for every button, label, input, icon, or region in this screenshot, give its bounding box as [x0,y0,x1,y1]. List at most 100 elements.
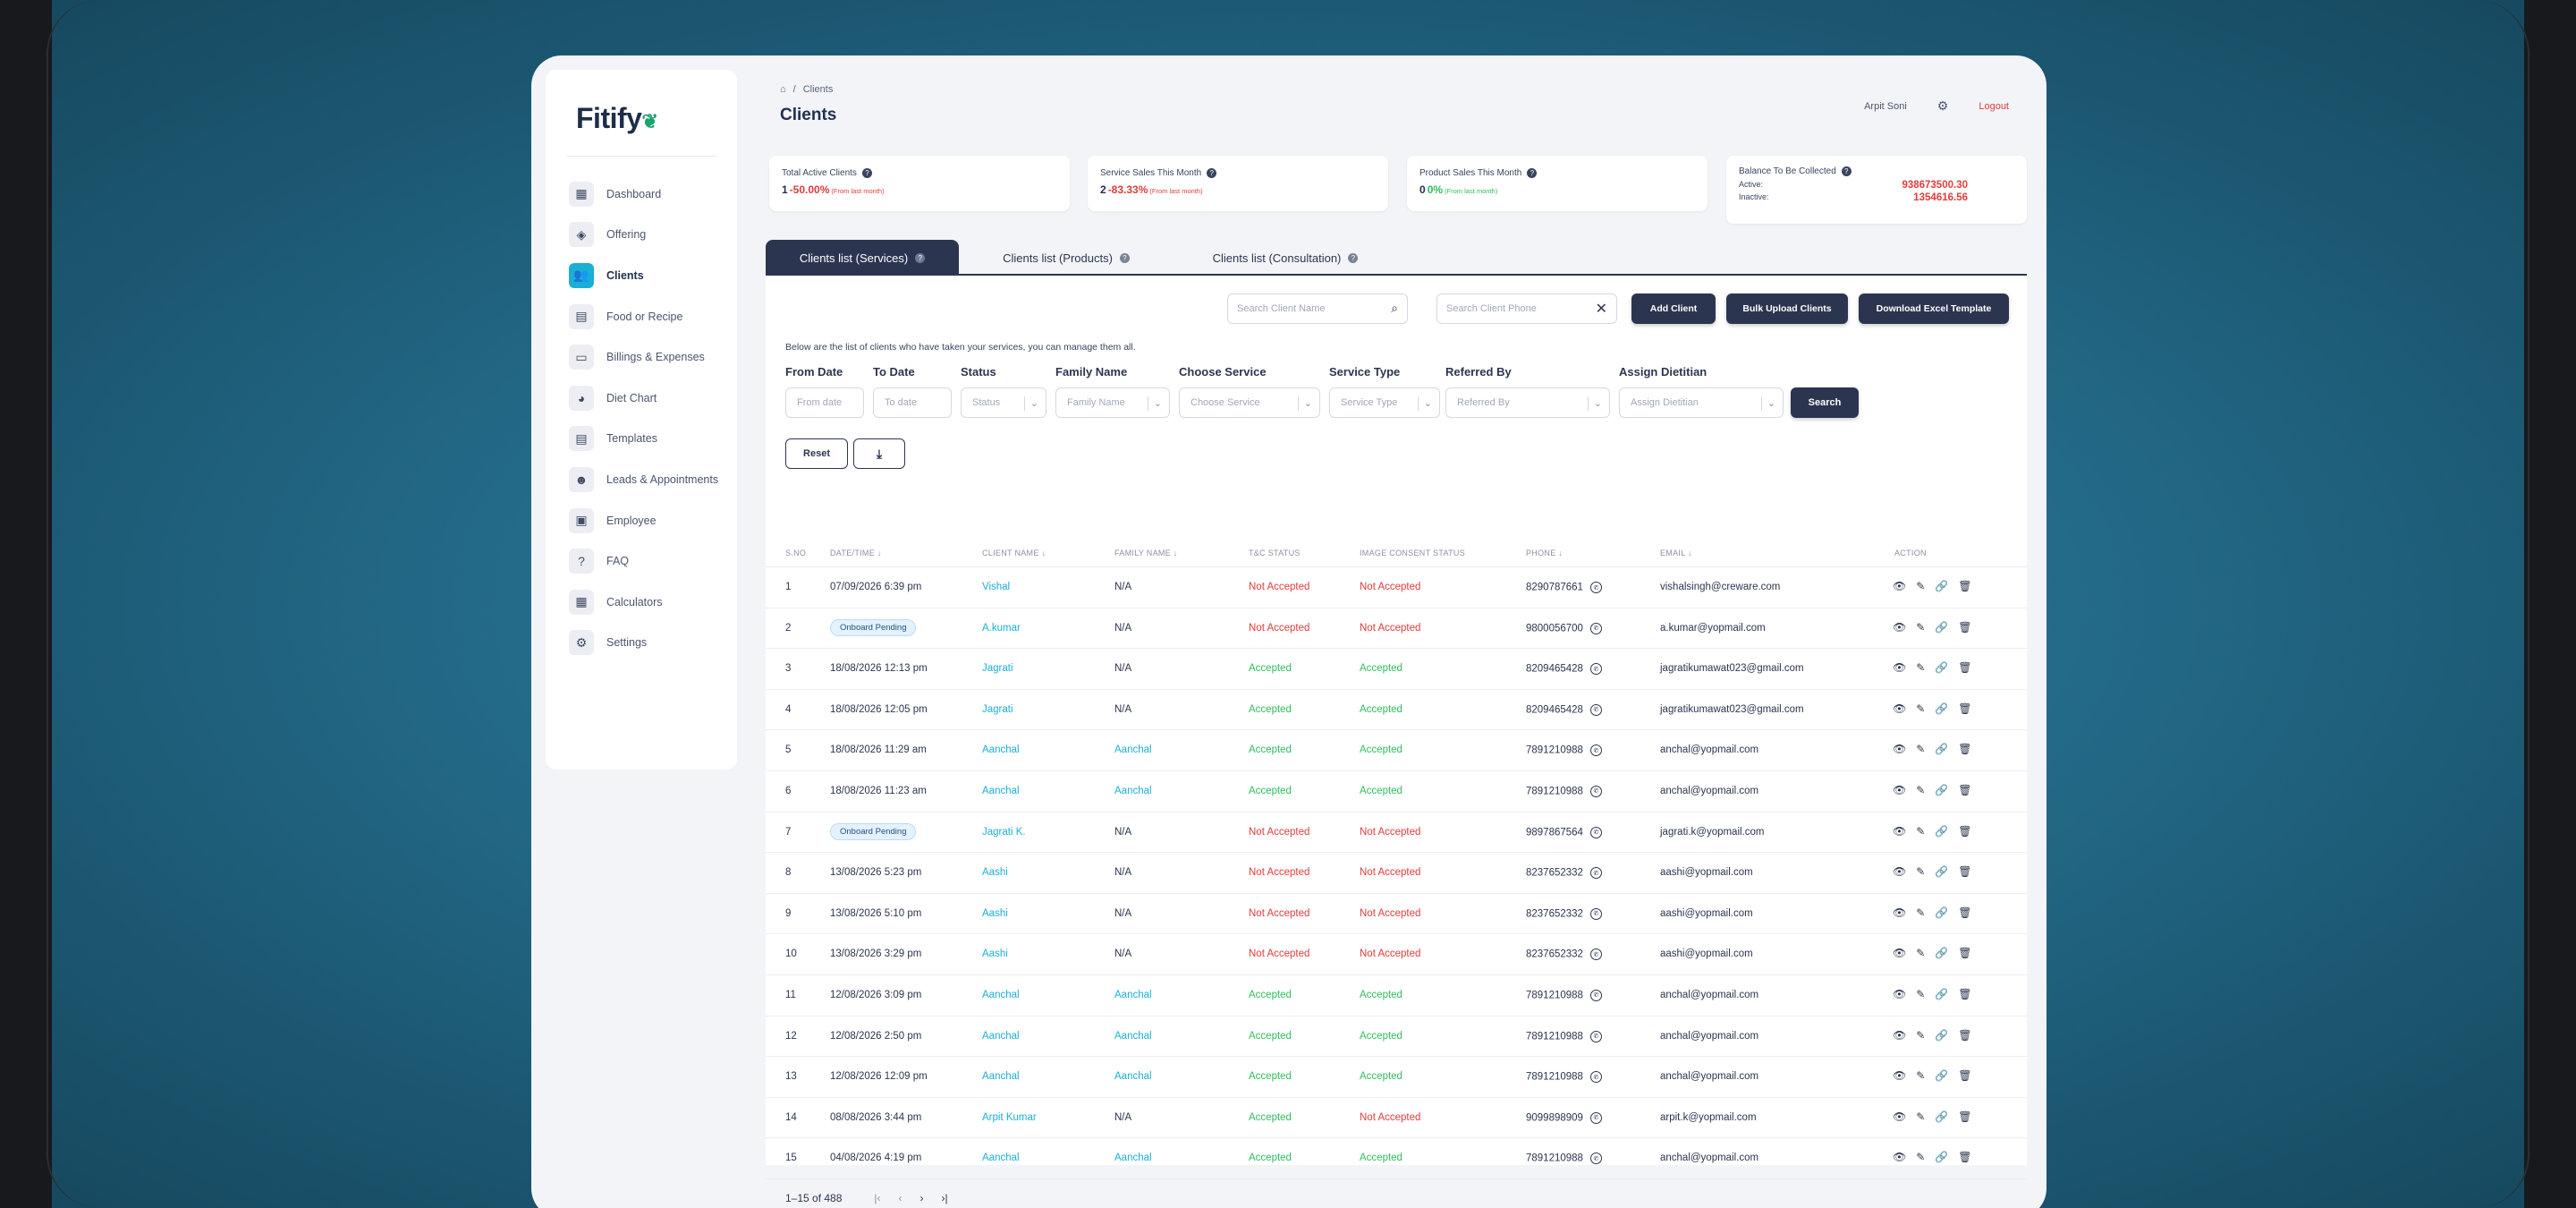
link-icon[interactable]: 🔗 [1935,865,1949,879]
app-logo[interactable]: Fitify❦ [576,102,658,134]
help-icon[interactable]: ? [861,168,872,178]
edit-pencil-icon[interactable]: ✎ [1916,1069,1926,1083]
service-type-select[interactable]: Service Type ⌄ [1329,387,1440,418]
sidebar-item-billings[interactable]: ▭ Billings & Expenses [569,336,730,378]
col-client-name[interactable]: CLIENT NAME ↓ [982,549,1046,557]
add-client-button[interactable]: Add Client [1631,293,1716,324]
delete-trash-icon[interactable]: 🗑 [1958,1151,1972,1164]
whatsapp-icon[interactable]: ✆ [1589,744,1602,757]
row-family-name[interactable]: Aanchal [1114,744,1152,756]
bulk-upload-button[interactable]: Bulk Upload Clients [1726,293,1848,324]
row-client-name-link[interactable]: Aanchal [982,1071,1020,1083]
whatsapp-icon[interactable]: ✆ [1589,826,1602,838]
row-family-name[interactable]: Aanchal [1114,1030,1152,1042]
link-icon[interactable]: 🔗 [1935,947,1949,960]
home-icon[interactable]: ⌂ [780,84,786,95]
whatsapp-icon[interactable]: ✆ [1589,622,1602,634]
link-icon[interactable]: 🔗 [1935,620,1949,634]
edit-pencil-icon[interactable]: ✎ [1916,783,1926,796]
whatsapp-icon[interactable]: ✆ [1589,663,1602,676]
row-client-name-link[interactable]: Vishal [982,582,1011,592]
help-icon[interactable]: ? [1841,166,1852,176]
whatsapp-icon[interactable]: ✆ [1589,1111,1602,1124]
delete-trash-icon[interactable]: 🗑 [1958,824,1972,838]
delete-trash-icon[interactable]: 🗑 [1958,1110,1972,1123]
col-family-name[interactable]: FAMILY NAME ↓ [1114,549,1178,557]
search-client-phone[interactable]: Search Client Phone ✕ [1436,293,1617,324]
row-client-name-link[interactable]: Jagrati K. [982,826,1026,838]
view-eye-icon[interactable]: 👁 [1893,824,1907,838]
help-icon[interactable]: ? [1119,252,1130,263]
status-select[interactable]: Status ⌄ [961,387,1046,418]
whatsapp-icon[interactable]: ✆ [1589,989,1602,1001]
search-button[interactable]: Search [1791,387,1859,418]
delete-trash-icon[interactable]: 🗑 [1958,987,1972,1000]
family-name-select[interactable]: Family Name ⌄ [1055,387,1170,418]
link-icon[interactable]: 🔗 [1935,1069,1949,1083]
view-eye-icon[interactable]: 👁 [1893,947,1907,960]
row-client-name-link[interactable]: Aashi [982,907,1008,919]
row-client-name-link[interactable]: Aanchal [982,989,1020,1000]
row-client-name-link[interactable]: Jagrati [982,663,1013,675]
row-client-name-link[interactable]: Aashi [982,949,1008,960]
edit-pencil-icon[interactable]: ✎ [1916,661,1926,675]
row-family-name[interactable]: Aanchal [1114,989,1152,1000]
reset-button[interactable]: Reset [785,438,848,469]
sidebar-item-faq[interactable]: ? FAQ [569,540,730,582]
link-icon[interactable]: 🔗 [1935,580,1949,592]
row-client-name-link[interactable]: Aanchal [982,1030,1020,1042]
whatsapp-icon[interactable]: ✆ [1589,1030,1602,1042]
whatsapp-icon[interactable]: ✆ [1589,907,1602,920]
tab-products[interactable]: Clients list (Products)? [970,240,1163,276]
clear-icon[interactable]: ✕ [1595,302,1607,317]
view-eye-icon[interactable]: 👁 [1893,1110,1907,1123]
edit-pencil-icon[interactable]: ✎ [1916,743,1926,756]
prev-page-icon[interactable]: ‹ [898,1192,902,1204]
link-icon[interactable]: 🔗 [1935,824,1949,838]
whatsapp-icon[interactable]: ✆ [1589,1071,1602,1084]
view-eye-icon[interactable]: 👁 [1893,1069,1907,1083]
view-eye-icon[interactable]: 👁 [1893,783,1907,796]
whatsapp-icon[interactable]: ✆ [1589,1153,1602,1165]
delete-trash-icon[interactable]: 🗑 [1958,1028,1972,1042]
row-client-name-link[interactable]: Arpit Kumar [982,1111,1037,1123]
row-family-name[interactable]: Aanchal [1114,1153,1152,1164]
edit-pencil-icon[interactable]: ✎ [1916,620,1926,634]
sidebar-item-calculators[interactable]: ▦ Calculators [569,582,730,623]
settings-gear-icon[interactable]: ⚙ [1936,98,1949,113]
delete-trash-icon[interactable]: 🗑 [1958,743,1972,756]
link-icon[interactable]: 🔗 [1935,987,1949,1000]
row-client-name-link[interactable]: Aanchal [982,785,1020,796]
tab-consultation[interactable]: Clients list (Consultation)? [1174,240,1397,276]
to-date-input[interactable]: To date [873,387,952,418]
link-icon[interactable]: 🔗 [1935,743,1949,756]
link-icon[interactable]: 🔗 [1935,1151,1949,1164]
sidebar-item-settings[interactable]: ⚙ Settings [569,623,730,664]
col-datetime[interactable]: DATE/TIME ↓ [830,549,882,557]
edit-pencil-icon[interactable]: ✎ [1916,702,1926,715]
sidebar-item-employee[interactable]: ▣ Employee [569,500,730,541]
delete-trash-icon[interactable]: 🗑 [1958,1069,1972,1083]
link-icon[interactable]: 🔗 [1935,1028,1949,1042]
edit-pencil-icon[interactable]: ✎ [1916,1151,1926,1164]
sidebar-item-diet-chart[interactable]: ◕ Diet Chart [569,378,730,419]
edit-pencil-icon[interactable]: ✎ [1916,1028,1926,1042]
sidebar-item-leads[interactable]: ☻ Leads & Appointments [569,459,730,500]
tab-services[interactable]: Clients list (Services)? [766,240,959,276]
whatsapp-icon[interactable]: ✆ [1589,867,1602,880]
edit-pencil-icon[interactable]: ✎ [1916,987,1926,1000]
choose-service-select[interactable]: Choose Service ⌄ [1179,387,1320,418]
from-date-input[interactable]: From date [785,387,864,418]
view-eye-icon[interactable]: 👁 [1893,987,1907,1000]
edit-pencil-icon[interactable]: ✎ [1916,865,1926,879]
edit-pencil-icon[interactable]: ✎ [1916,906,1926,919]
row-client-name-link[interactable]: Aashi [982,867,1008,879]
whatsapp-icon[interactable]: ✆ [1589,582,1602,593]
sidebar-item-templates[interactable]: ▤ Templates [569,419,730,460]
row-family-name[interactable]: Aanchal [1114,785,1152,796]
delete-trash-icon[interactable]: 🗑 [1958,865,1972,879]
view-eye-icon[interactable]: 👁 [1893,906,1907,919]
link-icon[interactable]: 🔗 [1935,661,1949,675]
help-icon[interactable]: ? [915,252,926,263]
whatsapp-icon[interactable]: ✆ [1589,703,1602,716]
